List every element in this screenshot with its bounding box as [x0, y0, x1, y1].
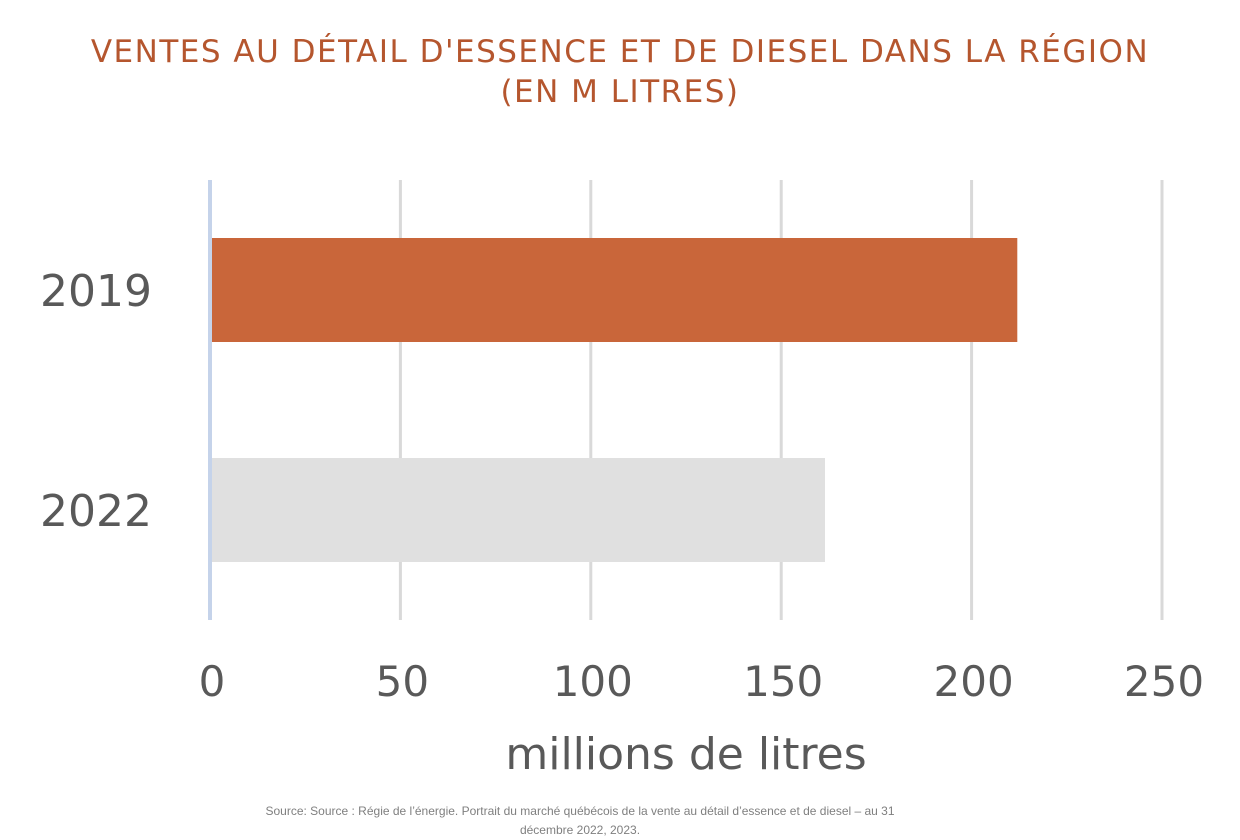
- x-tick-label: 50: [376, 657, 429, 706]
- chart-title-line-2: (EN M LITRES): [500, 74, 740, 110]
- bar-2022: [210, 458, 825, 562]
- category-label-2022: 2022: [40, 486, 152, 537]
- x-axis-label: millions de litres: [505, 729, 866, 780]
- x-tick-label: 100: [553, 657, 633, 706]
- x-tick-labels: 0 50 100 150 200 250: [199, 657, 1204, 706]
- x-tick-label: 150: [743, 657, 823, 706]
- bars: [210, 238, 1018, 562]
- x-tick-label: 0: [199, 657, 226, 706]
- chart-title: VENTES AU DÉTAIL D'ESSENCE ET DE DIESEL …: [0, 32, 1240, 112]
- bar-2019: [210, 238, 1018, 342]
- category-labels: 2019 2022: [40, 266, 152, 537]
- source-note: Source: Source : Régie de l’énergie. Por…: [265, 804, 895, 837]
- chart-title-line-1: VENTES AU DÉTAIL D'ESSENCE ET DE DIESEL …: [90, 34, 1150, 70]
- category-label-2019: 2019: [40, 266, 152, 317]
- bar-chart: 0 50 100 150 200 250 2019 2022 millions de lit…: [40, 180, 1204, 780]
- x-tick-label: 250: [1124, 657, 1204, 706]
- x-tick-label: 200: [934, 657, 1014, 706]
